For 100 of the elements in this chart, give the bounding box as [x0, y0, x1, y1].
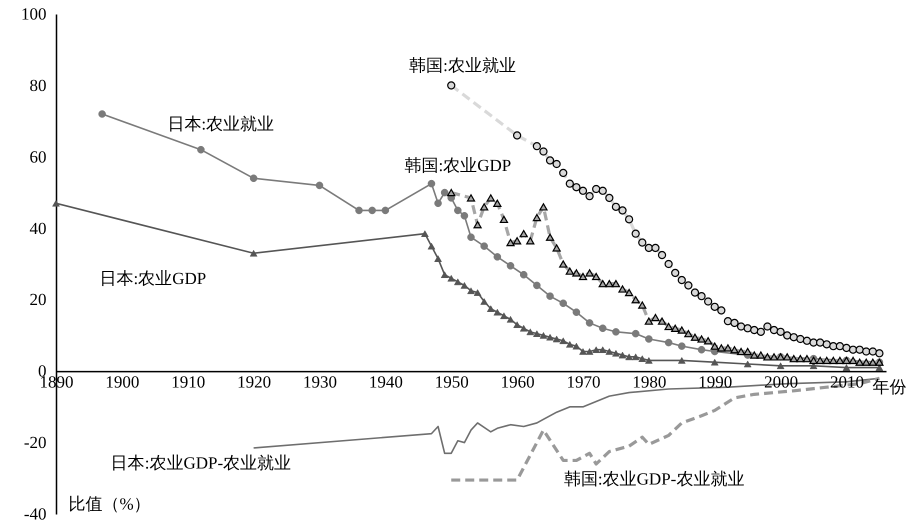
point — [690, 288, 700, 297]
series-label: 日本:农业GDP — [99, 269, 206, 288]
point — [678, 357, 686, 364]
point — [612, 328, 620, 336]
point — [632, 330, 640, 338]
point — [744, 324, 752, 332]
point — [552, 336, 560, 342]
point — [605, 194, 614, 202]
point — [606, 348, 614, 355]
x-axis-title: 年份 — [872, 378, 906, 397]
point — [566, 180, 574, 188]
point — [539, 147, 548, 156]
series-label: 韩国:农业GDP-农业就业 — [564, 469, 744, 488]
point — [736, 322, 746, 331]
point — [52, 200, 60, 207]
x-tick-label: 1980 — [632, 372, 666, 392]
point — [618, 352, 626, 358]
point — [592, 346, 600, 354]
point — [776, 328, 785, 336]
point — [552, 160, 561, 168]
point — [454, 206, 462, 214]
x-tick-label: 1920 — [237, 372, 272, 392]
point — [474, 289, 482, 296]
point — [572, 308, 580, 316]
point — [559, 337, 568, 344]
y-tick-label: 100 — [21, 4, 46, 24]
point — [632, 354, 640, 360]
point — [316, 182, 324, 190]
point — [678, 342, 686, 350]
series-label: 韩国:农业GDP — [404, 156, 512, 176]
point — [434, 200, 442, 208]
point — [460, 282, 468, 289]
y-tick-label: -40 — [24, 504, 46, 524]
point — [618, 206, 627, 215]
point — [612, 202, 620, 211]
series-label: 韩国:农业就业 — [409, 56, 516, 76]
point — [756, 328, 765, 336]
point — [533, 330, 541, 337]
point — [526, 328, 534, 336]
y-tick-label: -20 — [24, 433, 46, 452]
point — [783, 331, 792, 340]
point — [802, 336, 812, 345]
point — [480, 242, 488, 250]
point — [829, 342, 838, 350]
x-tick-label: 1930 — [302, 372, 337, 392]
point — [744, 360, 752, 368]
point — [624, 215, 634, 224]
series-label: 日本:农业就业 — [167, 114, 274, 134]
point — [559, 168, 568, 178]
y-tick-label: 60 — [30, 147, 46, 166]
point — [645, 335, 653, 343]
point — [454, 278, 462, 286]
point — [585, 192, 594, 200]
point — [368, 206, 376, 214]
point — [355, 206, 363, 214]
point — [862, 347, 870, 356]
point — [698, 346, 706, 354]
point — [197, 146, 205, 154]
point — [664, 260, 673, 268]
point — [428, 180, 436, 188]
point — [658, 250, 666, 260]
x-tick-label: 1900 — [105, 372, 140, 392]
point — [598, 324, 607, 332]
x-tick-label: 1960 — [500, 372, 535, 392]
point — [868, 347, 877, 356]
point — [809, 338, 818, 347]
point — [428, 242, 436, 250]
point — [836, 342, 844, 350]
point — [848, 346, 858, 354]
point — [671, 268, 680, 278]
point — [822, 340, 831, 348]
point — [770, 326, 778, 334]
x-tick-label: 1950 — [434, 372, 469, 392]
y-tick-label: 20 — [30, 290, 46, 310]
point — [421, 230, 429, 237]
x-tick-label: 1990 — [698, 372, 732, 392]
point — [678, 276, 686, 284]
point — [796, 334, 804, 344]
point — [578, 186, 588, 195]
point — [546, 334, 554, 341]
point — [572, 183, 581, 192]
point — [638, 355, 646, 362]
point — [447, 81, 456, 90]
x-tick-label: 1940 — [368, 372, 403, 392]
point — [532, 142, 542, 150]
point — [467, 287, 475, 294]
point — [447, 274, 456, 282]
point — [480, 298, 488, 305]
point — [645, 357, 653, 364]
point — [598, 346, 607, 354]
point — [763, 322, 772, 331]
point — [724, 317, 732, 326]
point — [842, 344, 851, 352]
point — [579, 348, 587, 355]
point — [520, 324, 528, 332]
point — [546, 292, 554, 300]
point — [750, 326, 758, 334]
point — [776, 362, 784, 370]
point — [632, 230, 640, 238]
point — [586, 319, 594, 327]
